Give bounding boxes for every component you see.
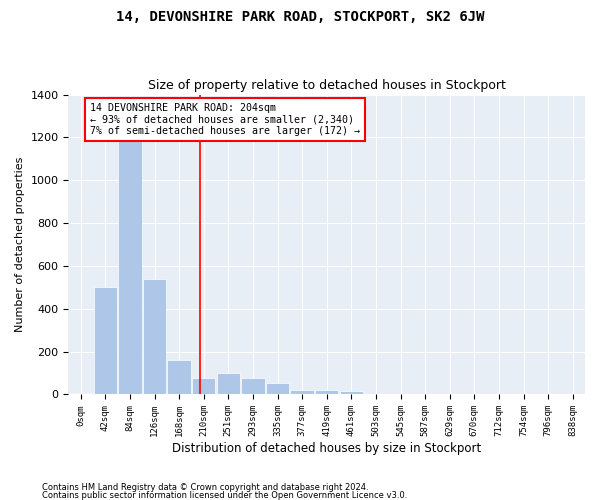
Bar <box>167 360 191 394</box>
Text: Contains HM Land Registry data © Crown copyright and database right 2024.: Contains HM Land Registry data © Crown c… <box>42 484 368 492</box>
Text: 14, DEVONSHIRE PARK ROAD, STOCKPORT, SK2 6JW: 14, DEVONSHIRE PARK ROAD, STOCKPORT, SK2… <box>116 10 484 24</box>
Bar <box>118 126 142 394</box>
Text: 14 DEVONSHIRE PARK ROAD: 204sqm
← 93% of detached houses are smaller (2,340)
7% : 14 DEVONSHIRE PARK ROAD: 204sqm ← 93% of… <box>90 103 360 136</box>
Text: Contains public sector information licensed under the Open Government Licence v3: Contains public sector information licen… <box>42 490 407 500</box>
Bar <box>94 288 117 395</box>
Bar <box>241 378 265 394</box>
Y-axis label: Number of detached properties: Number of detached properties <box>15 157 25 332</box>
Bar <box>315 390 338 394</box>
Bar <box>192 378 215 394</box>
Bar <box>266 382 289 394</box>
Bar <box>290 390 314 394</box>
X-axis label: Distribution of detached houses by size in Stockport: Distribution of detached houses by size … <box>172 442 481 455</box>
Bar <box>217 373 240 394</box>
Bar <box>340 392 363 394</box>
Bar <box>143 279 166 394</box>
Title: Size of property relative to detached houses in Stockport: Size of property relative to detached ho… <box>148 79 506 92</box>
